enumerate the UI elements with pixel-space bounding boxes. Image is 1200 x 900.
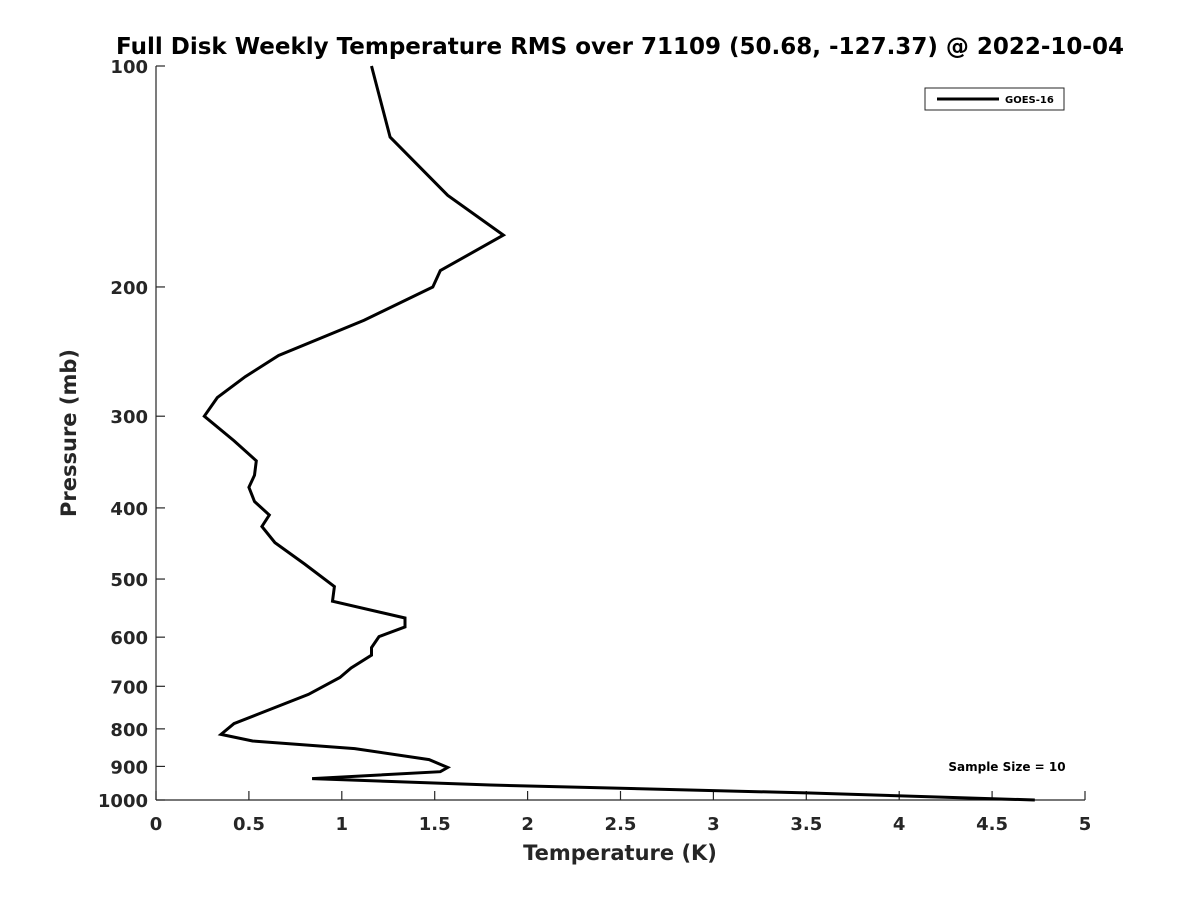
x-tick-label: 3 <box>707 814 720 835</box>
chart-title: Full Disk Weekly Temperature RMS over 71… <box>116 34 1124 60</box>
x-axis-label: Temperature (K) <box>523 841 717 865</box>
y-tick-label: 200 <box>110 278 148 299</box>
x-tick-label: 0.5 <box>233 814 265 835</box>
x-tick-label: 4.5 <box>976 814 1008 835</box>
series-line-goes-16 <box>202 65 1035 802</box>
plot-area: 0 0.5 1 1.5 2 2.5 3 3.5 4 4.5 5 100 200 300 400 500 600… <box>98 57 1091 835</box>
y-tick-label: 100 <box>110 57 148 78</box>
legend-entry-goes-16: GOES-16 <box>1005 95 1054 106</box>
y-axis-ticks: 100 200 300 400 500 600 700 800 900 1000 <box>98 57 165 812</box>
legend: GOES-16 <box>924 87 1065 111</box>
y-tick-label: 600 <box>110 628 148 649</box>
x-tick-label: 2 <box>521 814 534 835</box>
x-tick-label: 2.5 <box>605 814 637 835</box>
y-tick-label: 700 <box>110 677 148 698</box>
x-tick-label: 3.5 <box>790 814 822 835</box>
x-tick-label: 4 <box>893 814 906 835</box>
y-tick-label: 800 <box>110 720 148 741</box>
y-tick-label: 1000 <box>98 791 148 812</box>
y-tick-label: 500 <box>110 570 148 591</box>
y-tick-label: 900 <box>110 757 148 778</box>
x-tick-label: 1.5 <box>419 814 451 835</box>
x-axis-ticks: 0 0.5 1 1.5 2 2.5 3 3.5 4 4.5 5 <box>150 791 1092 835</box>
y-tick-label: 300 <box>110 407 148 428</box>
y-axis-label: Pressure (mb) <box>57 349 81 517</box>
x-tick-label: 1 <box>336 814 349 835</box>
series-layer <box>202 65 1035 802</box>
x-tick-label: 5 <box>1079 814 1092 835</box>
sample-size-annotation: Sample Size = 10 <box>948 760 1065 774</box>
x-tick-label: 0 <box>150 814 163 835</box>
y-tick-label: 400 <box>110 499 148 520</box>
